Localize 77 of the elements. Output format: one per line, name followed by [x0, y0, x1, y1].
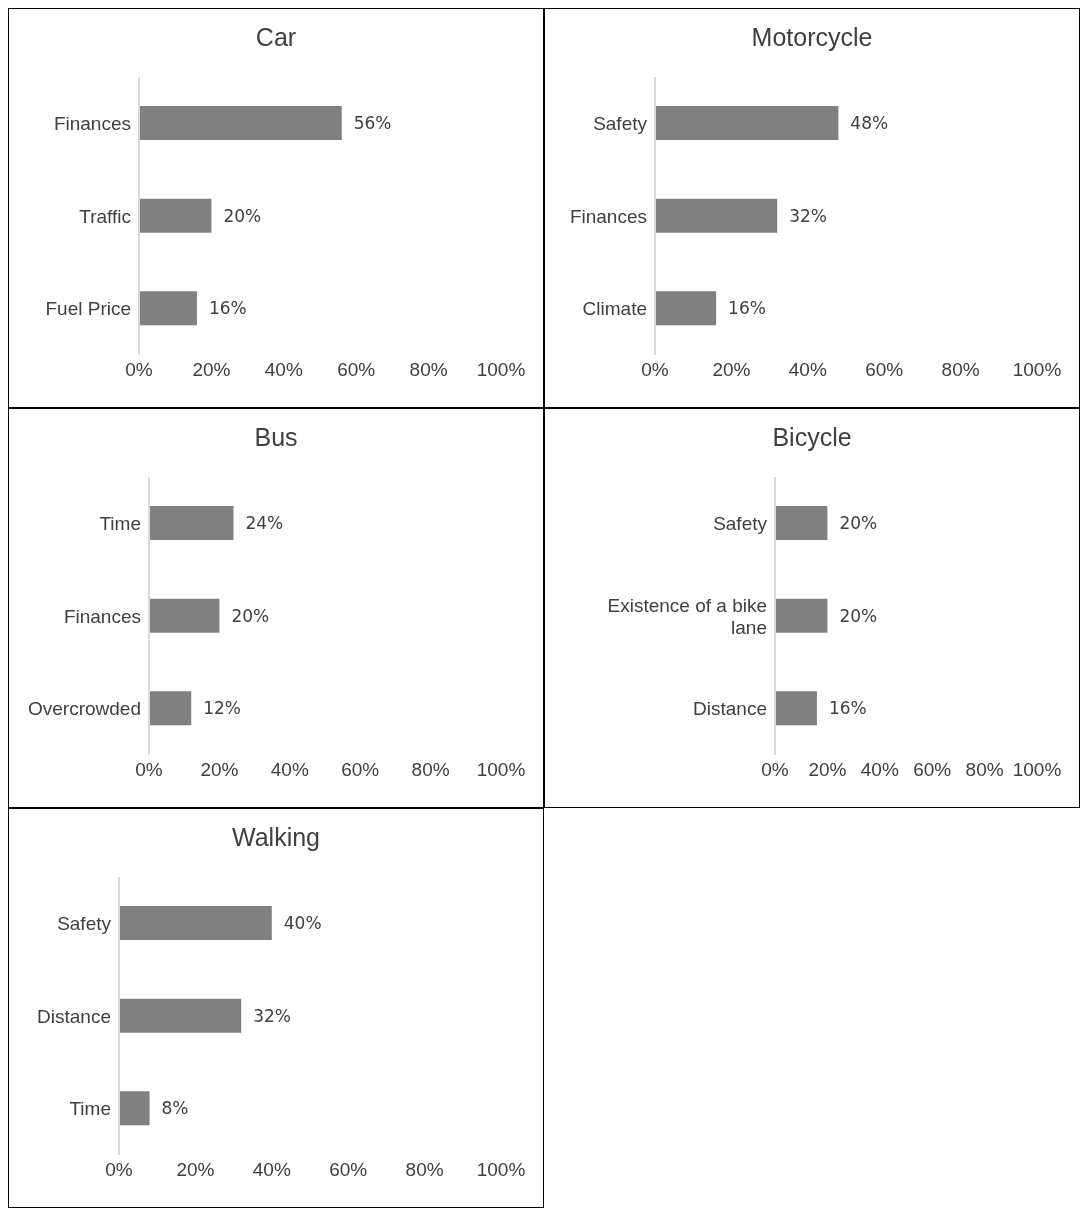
data-label: 32% — [253, 1005, 292, 1026]
x-tick-label: 0% — [135, 759, 163, 781]
data-label: 16% — [828, 698, 867, 719]
data-label: 40% — [283, 913, 322, 934]
x-tick-label: 60% — [913, 759, 952, 781]
bar — [655, 198, 778, 233]
x-tick-label: 100% — [1012, 759, 1062, 781]
y-tick-label: Existence of a bike lane — [607, 594, 767, 638]
y-tick-label: Finances — [53, 112, 131, 134]
bar — [119, 906, 272, 940]
x-tick-label: 0% — [761, 759, 789, 781]
y-tick-label: Fuel Price — [45, 298, 131, 320]
y-tick-label: Safety — [593, 112, 648, 134]
x-tick-label: 20% — [200, 759, 239, 781]
data-label: 32% — [789, 205, 828, 226]
data-label: 24% — [245, 513, 284, 534]
chart-title: Motorcycle — [750, 22, 874, 53]
x-tick-label: 100% — [476, 759, 526, 781]
y-tick-label: Overcrowded — [28, 698, 141, 720]
bar — [119, 1091, 150, 1126]
x-tick-label: 40% — [860, 759, 899, 781]
x-tick-label: 20% — [712, 359, 751, 381]
y-tick-label: Time — [69, 1098, 111, 1120]
bar — [119, 998, 242, 1033]
y-tick-label: Finances — [63, 605, 141, 627]
y-tick-label: Climate — [582, 298, 647, 320]
x-tick-label: 0% — [125, 359, 153, 381]
x-tick-label: 100% — [1012, 359, 1062, 381]
x-tick-label: 80% — [405, 1159, 444, 1181]
x-tick-label: 40% — [270, 759, 309, 781]
x-tick-label: 100% — [476, 1159, 526, 1181]
data-label: 16% — [728, 298, 766, 319]
x-tick-label: 20% — [192, 359, 231, 381]
y-tick-label: Distance — [693, 698, 767, 720]
y-tick-label: Safety — [57, 912, 112, 934]
bar — [139, 198, 212, 233]
x-tick-label: 80% — [965, 759, 1004, 781]
x-tick-label: 40% — [788, 359, 827, 381]
data-label: 48% — [850, 113, 889, 134]
x-tick-label: 20% — [808, 759, 847, 781]
x-tick-label: 60% — [337, 359, 376, 381]
x-tick-label: 40% — [252, 1159, 291, 1181]
bar — [655, 106, 839, 140]
x-tick-label: 40% — [264, 359, 303, 381]
bar — [655, 291, 717, 326]
bar — [149, 691, 192, 726]
data-label: 16% — [208, 298, 247, 319]
data-label: 20% — [839, 605, 878, 626]
bar — [149, 506, 234, 540]
y-tick-label: Traffic — [79, 205, 131, 227]
x-tick-label: 20% — [176, 1159, 215, 1181]
x-tick-label: 0% — [105, 1159, 133, 1181]
x-tick-label: 0% — [641, 359, 669, 381]
y-tick-label: Distance — [37, 1005, 111, 1027]
chart-title: Car — [254, 22, 298, 53]
x-tick-label: 80% — [409, 359, 448, 381]
data-label: 20% — [223, 205, 262, 226]
x-tick-label: 60% — [329, 1159, 368, 1181]
x-tick-label: 80% — [411, 759, 450, 781]
data-label: 56% — [353, 113, 392, 134]
data-label: 20% — [231, 605, 270, 626]
y-tick-label: Safety — [713, 512, 768, 534]
x-tick-label: 60% — [865, 359, 904, 381]
chart-title: Bus — [253, 422, 299, 453]
x-tick-label: 80% — [941, 359, 980, 381]
bar — [139, 291, 197, 326]
y-tick-label: Finances — [569, 205, 647, 227]
y-tick-label: Time — [99, 512, 141, 534]
data-label: 8% — [161, 1098, 189, 1119]
x-tick-label: 60% — [341, 759, 380, 781]
chart-title: Walking — [231, 822, 321, 853]
chart-title: Bicycle — [771, 422, 853, 453]
data-label: 12% — [203, 698, 242, 719]
bar — [139, 106, 342, 140]
bar — [149, 598, 220, 633]
x-tick-label: 100% — [476, 359, 526, 381]
data-label: 20% — [839, 513, 878, 534]
